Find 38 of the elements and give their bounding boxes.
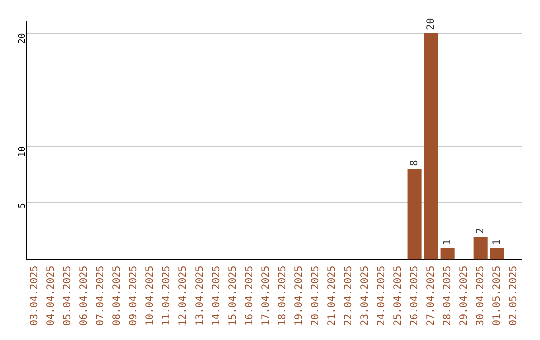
x-tick-label: 03.04.2025 [30, 266, 41, 326]
x-tick-label: 27.04.2025 [426, 266, 437, 326]
x-tick-label: 12.04.2025 [178, 266, 190, 326]
x-tick-label: 21.04.2025 [326, 266, 338, 326]
x-tick-label: 15.04.2025 [228, 266, 239, 326]
x-tick-label: 14.04.2025 [211, 266, 222, 326]
data-label: 2 [475, 228, 486, 234]
x-tick-label: 04.04.2025 [46, 266, 58, 326]
x-tick-label: 22.04.2025 [343, 266, 354, 326]
x-tick-label: 11.04.2025 [162, 266, 173, 326]
x-tick-label: 09.04.2025 [128, 266, 140, 326]
y-tick-label: 10 [18, 146, 28, 158]
x-tick-label: 08.04.2025 [112, 266, 124, 326]
x-tick-label: 17.04.2025 [260, 266, 272, 326]
data-label: 8 [409, 160, 420, 166]
x-tick-label: 16.04.2025 [244, 266, 256, 326]
x-tick-label: 05.04.2025 [62, 266, 74, 326]
x-tick-label: 29.04.2025 [458, 266, 470, 326]
x-tick-label: 13.04.2025 [194, 266, 206, 326]
x-tick-label: 20.04.2025 [310, 266, 322, 326]
x-tick-label: 01.05.2025 [492, 266, 503, 326]
x-tick-label: 23.04.2025 [360, 266, 371, 326]
x-tick-label: 02.05.2025 [508, 266, 520, 326]
data-label: 1 [492, 239, 503, 246]
x-tick-label: 18.04.2025 [277, 266, 288, 326]
x-tick-label: 30.04.2025 [475, 266, 486, 326]
x-tick-label: 19.04.2025 [294, 266, 305, 326]
x-tick-label: 26.04.2025 [409, 266, 420, 326]
y-tick-label: 5 [18, 203, 28, 209]
data-label: 20 [426, 18, 437, 30]
x-tick-label: 28.04.2025 [442, 266, 454, 326]
x-tick-label: 07.04.2025 [96, 266, 107, 326]
y-tick-label: 20 [18, 33, 28, 44]
x-tick-label: 25.04.2025 [392, 266, 404, 326]
x-tick-label: 10.04.2025 [145, 266, 156, 326]
x-tick-label: 06.04.2025 [79, 266, 90, 326]
x-tick-label: 24.04.2025 [376, 266, 388, 326]
data-label: 1 [442, 239, 454, 246]
